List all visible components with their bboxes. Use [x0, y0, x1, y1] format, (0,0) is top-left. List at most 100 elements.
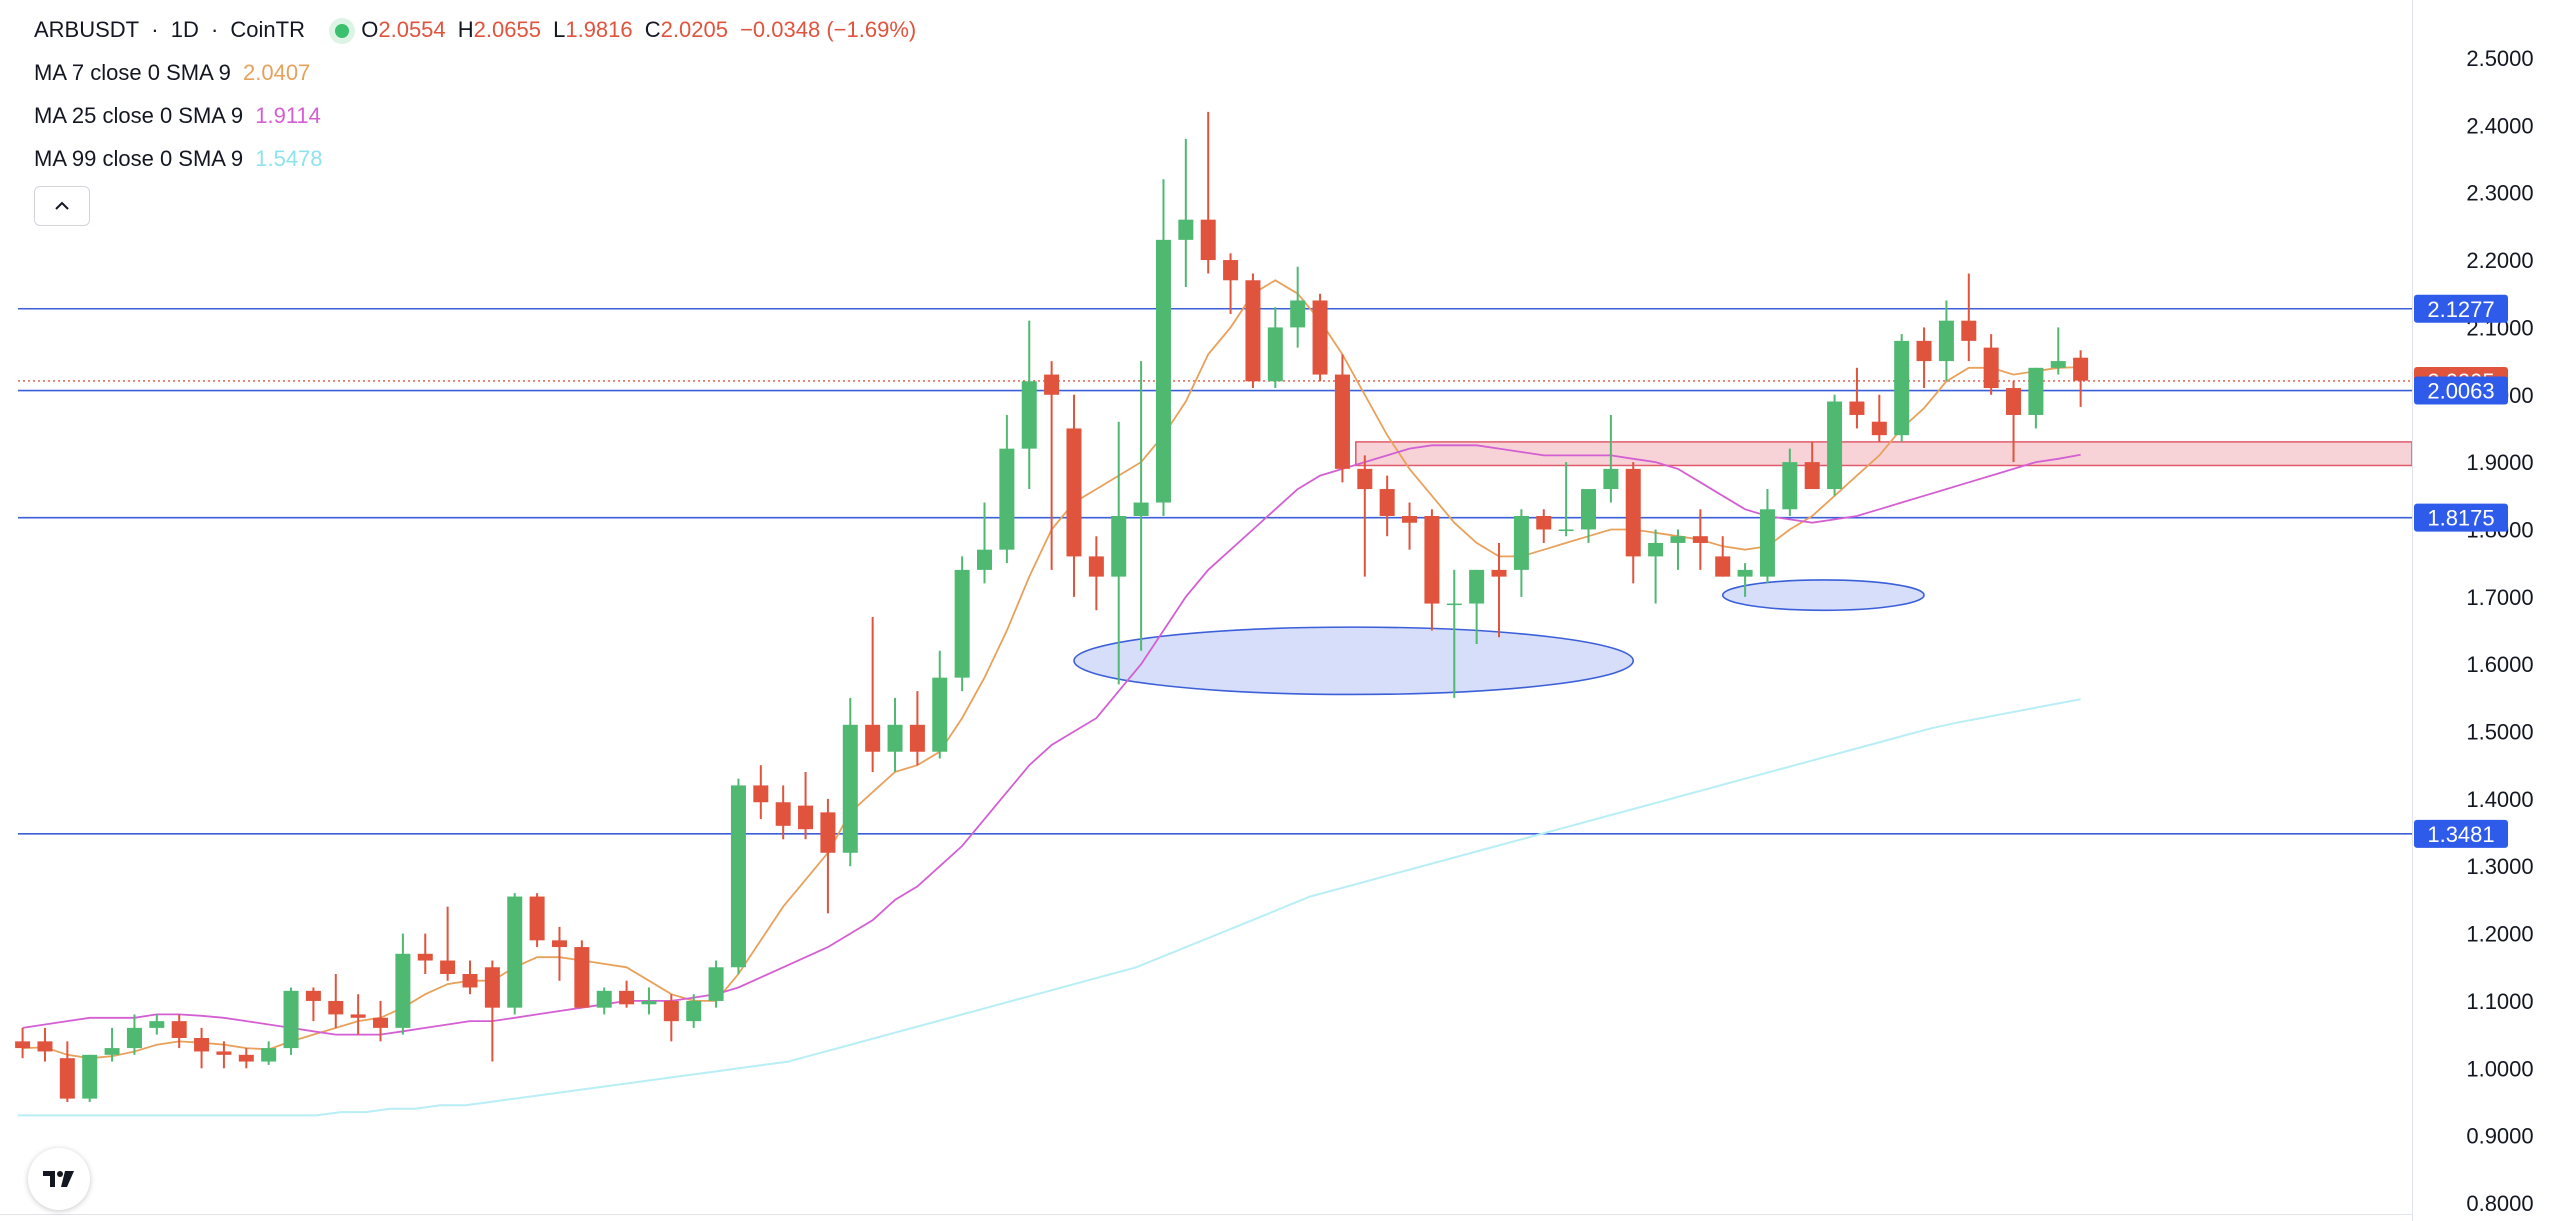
ma-line-ma25 [22, 444, 2081, 1036]
price-tag-label: 1.8175 [2427, 506, 2494, 531]
candle-body [15, 1041, 31, 1049]
candle-body [440, 960, 456, 974]
candle-body [261, 1048, 277, 1062]
candle-down [798, 771, 814, 840]
hline-price-tag: 1.3481 [2414, 819, 2508, 848]
candle-down [1044, 361, 1060, 570]
candle-up [1111, 421, 1127, 685]
hline-price-tag: 1.8175 [2414, 503, 2508, 532]
price-tick-label: 1.2000 [2466, 922, 2533, 947]
candle-up [1133, 361, 1149, 651]
ma-label: MA 25 close 0 SMA 9 [34, 103, 244, 128]
interval[interactable]: 1D [170, 17, 199, 42]
candle-down [1200, 111, 1216, 274]
candle-body [1871, 421, 1887, 436]
candle-down [373, 1000, 389, 1042]
candle-body [641, 1000, 657, 1005]
candle-body [2073, 357, 2089, 381]
candle-body [798, 805, 814, 830]
candle-body [1827, 401, 1843, 490]
candle-down [1402, 502, 1418, 550]
candle-down [350, 994, 366, 1035]
candle-body [126, 1027, 142, 1049]
candle-body [2006, 388, 2022, 415]
candle-body [149, 1021, 165, 1028]
price-tick-label: 2.2000 [2466, 248, 2533, 273]
candle-body [1245, 280, 1261, 382]
price-tick-label: 1.4000 [2466, 787, 2533, 812]
candle-body [373, 1017, 389, 1028]
price-tag-bg [2414, 376, 2508, 405]
candle-up [261, 1041, 277, 1065]
separator: · [210, 17, 219, 42]
candle-down [171, 1014, 187, 1049]
candle-down [417, 933, 433, 974]
legend-ma99[interactable]: MA 99 close 0 SMA 9 1.5478 [34, 143, 922, 186]
candle-body [350, 1014, 366, 1018]
candle-down [551, 926, 567, 981]
hline-price-tag: 2.1277 [2414, 294, 2508, 323]
candles-layer [15, 111, 2089, 1102]
candle-down [37, 1027, 53, 1062]
candle-up [1021, 320, 1037, 490]
candle-up [149, 1014, 165, 1035]
candle-body [1916, 340, 1932, 362]
candle-up [977, 502, 993, 584]
candle-up [2028, 367, 2044, 429]
candle-body [909, 724, 925, 752]
candle-body [194, 1037, 210, 1052]
candle-up [1894, 334, 1910, 442]
candle-up [1558, 462, 1574, 537]
candle-body [932, 677, 948, 752]
candle-up [641, 987, 657, 1015]
price-tag-bg [2414, 819, 2508, 848]
candle-body [82, 1054, 98, 1099]
price-tick-label: 0.8000 [2466, 1191, 2533, 1216]
candle-body [1648, 542, 1664, 557]
candle-down [328, 974, 344, 1028]
ma-line-ma99 [18, 698, 2081, 1117]
open-label: O [361, 17, 379, 42]
legend-ma7[interactable]: MA 7 close 0 SMA 9 2.0407 [34, 57, 922, 100]
candle-body [1782, 462, 1798, 510]
candle-body [1491, 569, 1507, 577]
candle-body [1312, 300, 1328, 375]
price-tick-label: 1.6000 [2466, 652, 2533, 677]
candle-body [1334, 374, 1350, 469]
candle-body [1021, 381, 1037, 449]
hline-price-tag: 2.0063 [2414, 376, 2508, 405]
candle-up [730, 778, 746, 974]
candle-down [194, 1027, 210, 1069]
candle-down [462, 960, 478, 995]
candle-body [238, 1054, 254, 1062]
candle-body [484, 967, 500, 1008]
candle-body [977, 549, 993, 570]
candle-up [283, 987, 299, 1055]
price-axis: 0.8000 0.9000 1.0000 1.1000 1.2000 1.3000 1.40… [2466, 46, 2533, 1216]
candle-body [171, 1021, 187, 1038]
candle-body [529, 896, 545, 941]
candle-body [1424, 516, 1440, 604]
symbol-name[interactable]: ARBUSDT [34, 17, 140, 42]
candle-body [1379, 489, 1395, 516]
candle-body [2028, 367, 2044, 415]
collapse-legend-button[interactable] [34, 186, 90, 226]
low-value: 1.9816 [565, 17, 633, 42]
tradingview-logo[interactable] [28, 1148, 90, 1210]
candle-down [909, 691, 925, 766]
candle-body [1715, 556, 1731, 577]
close-value: 2.0205 [660, 17, 728, 42]
candle-body [1737, 569, 1753, 577]
candle-body [283, 990, 299, 1049]
candle-up [1446, 569, 1462, 698]
chevron-up-icon [55, 201, 69, 210]
candle-body [395, 953, 411, 1028]
price-tick-label: 1.9000 [2466, 450, 2533, 475]
candle-body [305, 990, 321, 1001]
candle-body [1603, 468, 1619, 490]
candle-down [1357, 455, 1373, 577]
legend-ma25[interactable]: MA 25 close 0 SMA 9 1.9114 [34, 100, 922, 143]
candle-up [1155, 179, 1171, 516]
market-status-icon [335, 24, 350, 39]
